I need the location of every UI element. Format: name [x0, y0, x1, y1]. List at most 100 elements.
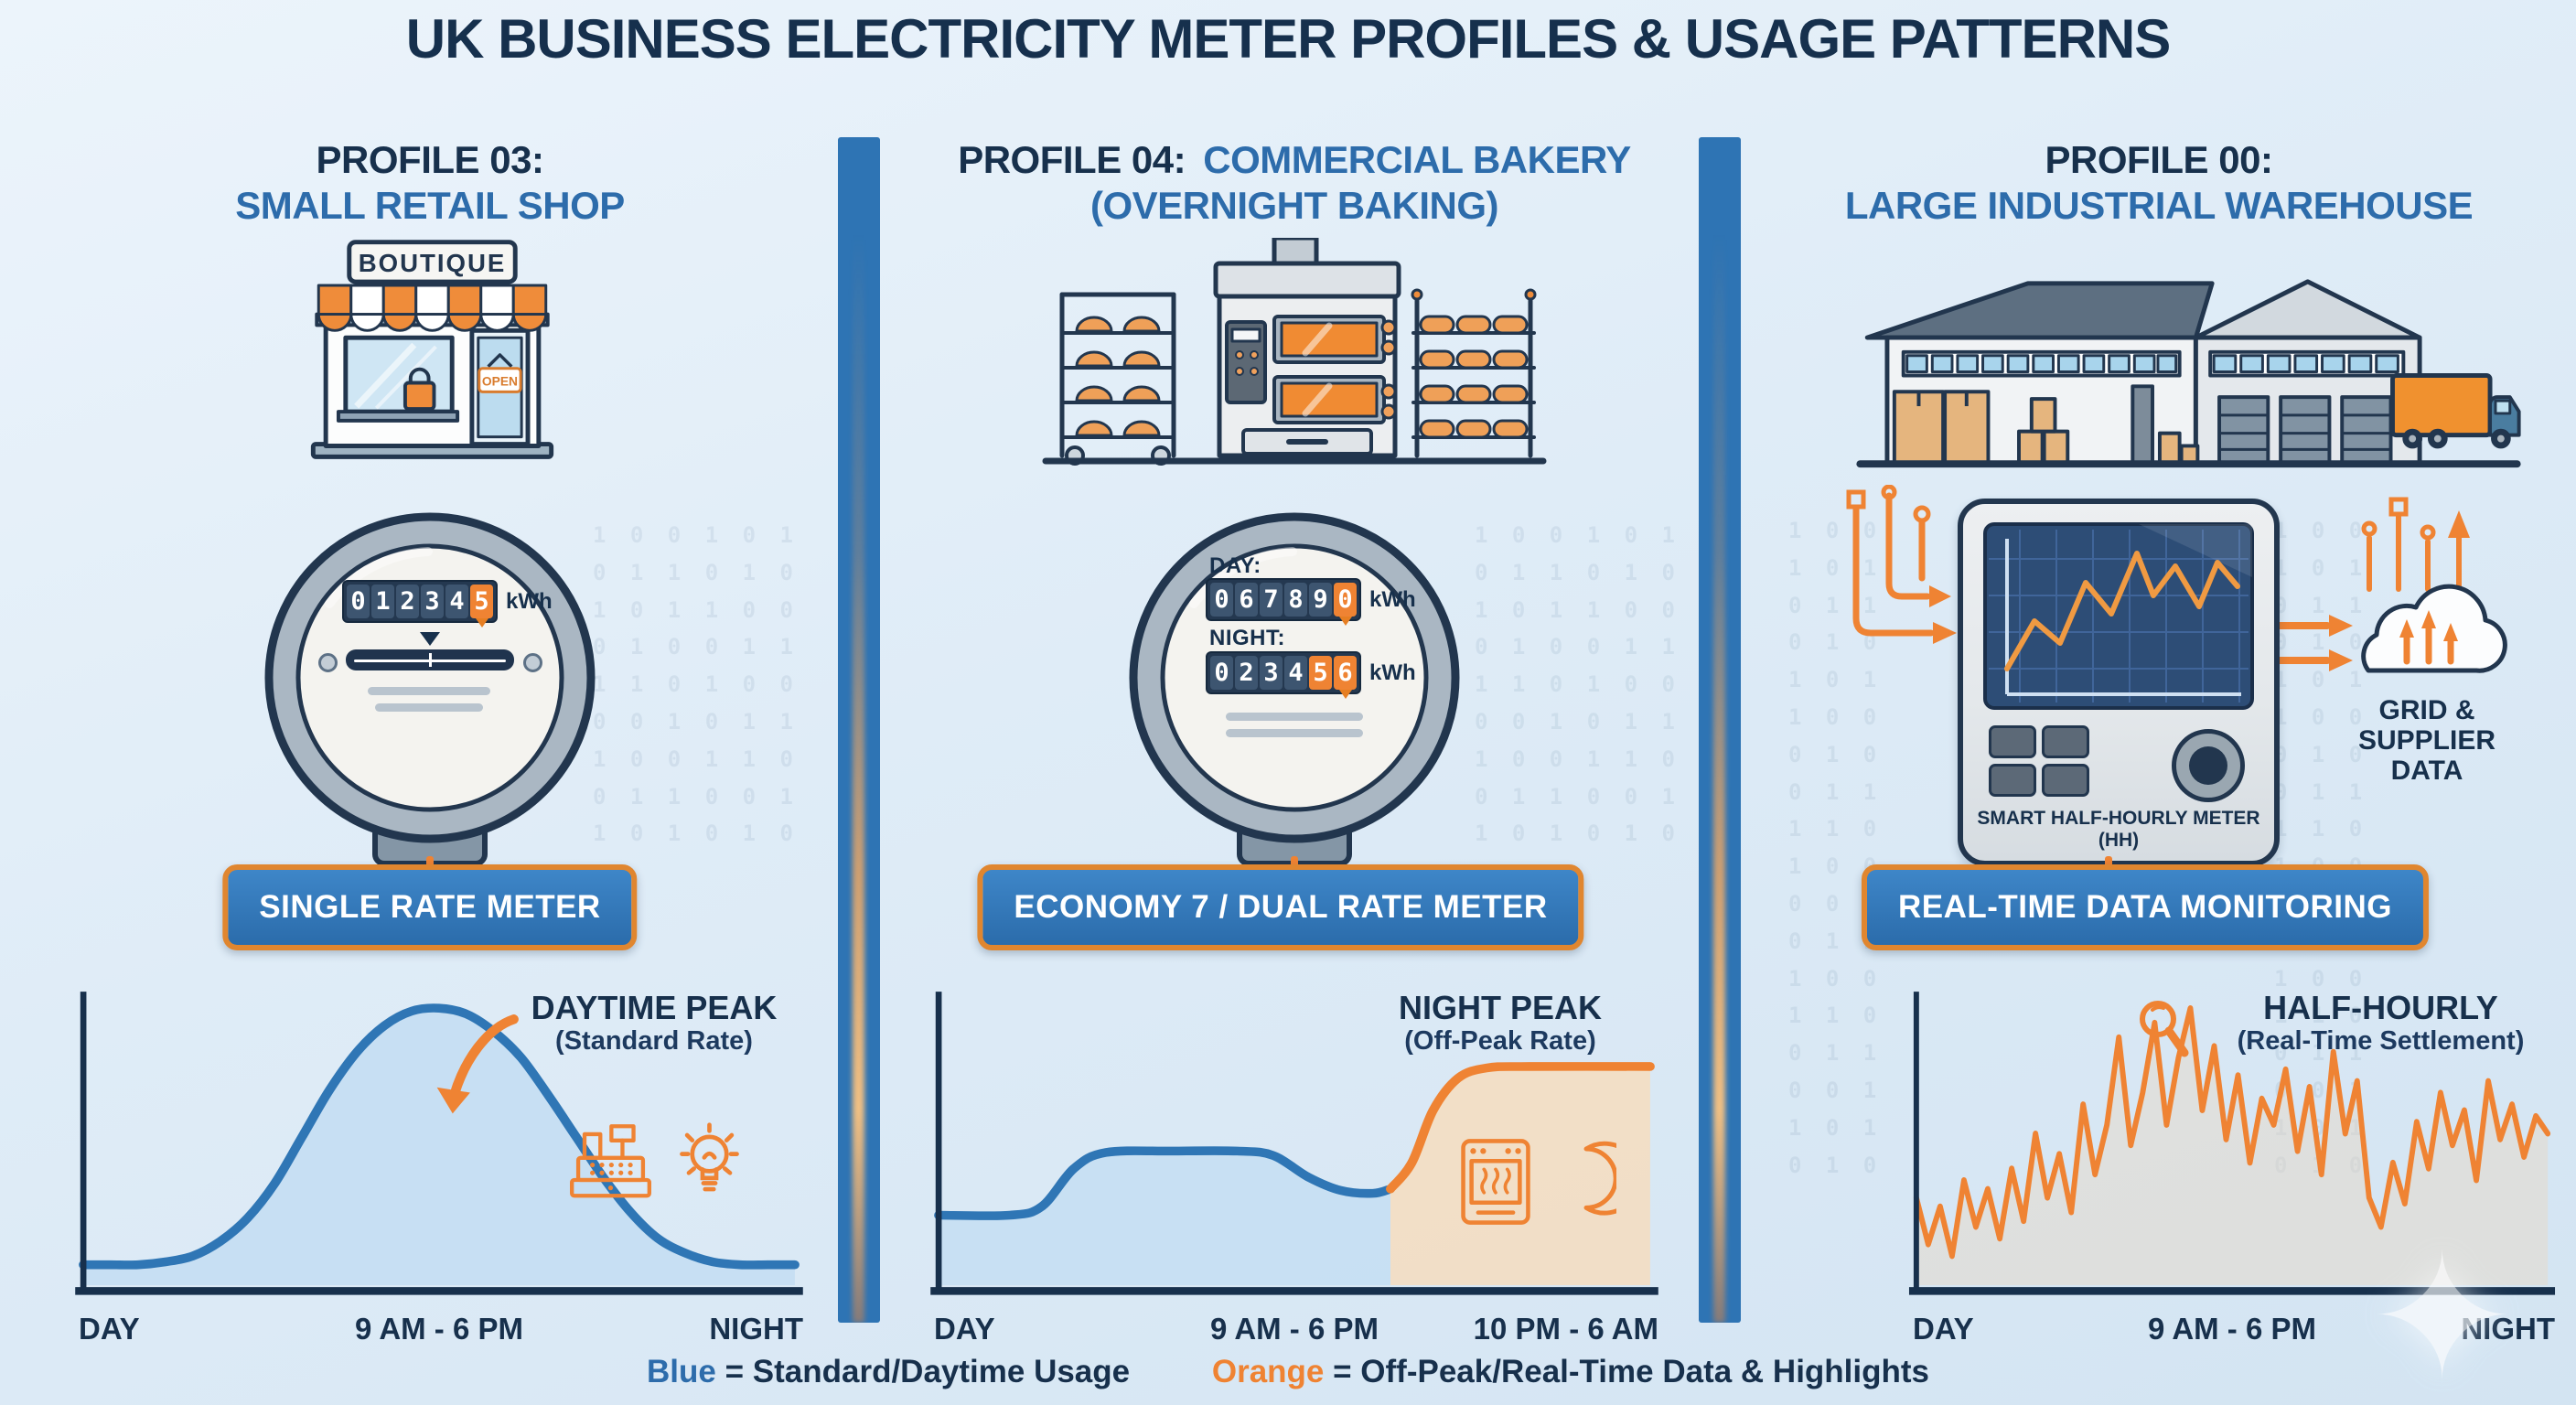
x-label-offpeak: 10 PM - 6 AM	[1473, 1312, 1658, 1346]
heading-rest: COMMERCIAL BAKERY	[1203, 138, 1631, 181]
boutique-storefront-illustration: OPEN BOUTIQUE	[310, 240, 554, 459]
smart-meter-screen	[1983, 522, 2254, 710]
meter-knob	[2172, 729, 2245, 802]
kwh-unit-label: kWh	[1369, 586, 1416, 612]
chart-area	[1908, 992, 2556, 1295]
peak-arrow-icon	[436, 1014, 519, 1114]
chart-annotation: NIGHT PEAK (Off-Peak Rate)	[1349, 989, 1651, 1056]
meter-digit: 4	[1284, 656, 1307, 690]
meter-digit: 1	[371, 585, 394, 618]
chart-area	[75, 992, 803, 1295]
x-label-daytime: 9 AM - 6 PM	[2148, 1312, 2316, 1346]
kwh-unit-label: kWh	[506, 588, 553, 614]
x-label-day: DAY	[79, 1312, 140, 1346]
meter-spinning-disc	[346, 649, 514, 670]
data-circuit-left-icon	[1846, 485, 1957, 644]
meter-digit: 8	[1284, 583, 1307, 617]
data-flow-arrows-icon	[2272, 615, 2353, 671]
annotation-subtitle: (Off-Peak Rate)	[1404, 1026, 1596, 1056]
annotation-subtitle: (Real-Time Settlement)	[2237, 1026, 2525, 1056]
x-axis-labels: DAY 9 AM - 6 PM 10 PM - 6 AM	[928, 1312, 1660, 1348]
heading-prefix: PROFILE 03:	[316, 138, 544, 181]
meter-button	[1989, 764, 2036, 797]
profile-04-heading: PROFILE 04: COMMERCIAL BAKERY (OVERNIGHT…	[915, 137, 1674, 228]
daytime-peak-chart: DAYTIME PEAK (Standard Rate)	[73, 989, 805, 1356]
meter-detail-line	[1226, 729, 1363, 737]
cloud-upload-icon	[2361, 584, 2507, 673]
meter-digit: 9	[1309, 583, 1332, 617]
legend-orange-word: Orange	[1211, 1354, 1325, 1389]
heading-line2: (OVERNIGHT BAKING)	[1090, 183, 1499, 227]
kwh-unit-label: kWh	[1369, 660, 1416, 685]
single-rate-meter-badge: SINGLE RATE METER	[222, 864, 638, 950]
profile-00-heading: PROFILE 00: LARGE INDUSTRIAL WAREHOUSE	[1770, 137, 2548, 228]
cash-register-icon	[570, 1124, 651, 1198]
meter-detail-line	[375, 703, 483, 712]
x-label-night: NIGHT	[709, 1312, 803, 1346]
meter-digit: 0	[347, 585, 370, 618]
profile-03-heading: PROFILE 03: SMALL RETAIL SHOP	[55, 137, 805, 228]
annotation-title: DAYTIME PEAK	[531, 989, 778, 1026]
meter-digit: 2	[396, 585, 419, 618]
real-time-monitoring-badge: REAL-TIME DATA MONITORING	[1861, 864, 2430, 950]
meter-side-dot	[523, 653, 542, 672]
legend-orange-text: = Off-Peak/Real-Time Data & Highlights	[1333, 1354, 1929, 1389]
meter-digit: 7	[1260, 583, 1283, 617]
chart-annotation: DAYTIME PEAK (Standard Rate)	[503, 989, 805, 1056]
chart-annotation: HALF-HOURLY (Real-Time Settlement)	[2209, 989, 2552, 1056]
boutique-sign-text: BOUTIQUE	[359, 249, 507, 277]
meter-button	[2042, 725, 2089, 758]
meter-button	[1989, 725, 2036, 758]
annotation-title: NIGHT PEAK	[1398, 989, 1602, 1026]
color-legend: Blue = Standard/Daytime Usage Orange = O…	[0, 1354, 2576, 1390]
x-label-night: NIGHT	[2461, 1312, 2555, 1346]
column-divider	[838, 137, 880, 1323]
meter-digit: 3	[1260, 656, 1283, 690]
legend-blue-word: Blue	[647, 1354, 716, 1389]
meter-badge-connector	[2105, 856, 2112, 869]
heading-prefix: PROFILE 04:	[958, 138, 1186, 181]
page-title: UK BUSINESS ELECTRICITY METER PROFILES &…	[405, 8, 2172, 70]
x-label-day: DAY	[1913, 1312, 1974, 1346]
crescent-moon-icon	[1583, 1141, 1616, 1216]
grid-supplier-data-label: GRID & SUPPLIER DATA	[2357, 695, 2496, 786]
meter-digit: 3	[421, 585, 444, 618]
meter-button	[2042, 764, 2089, 797]
x-label-daytime: 9 AM - 6 PM	[1210, 1312, 1379, 1346]
x-label-daytime: 9 AM - 6 PM	[355, 1312, 523, 1346]
smart-meter-label: SMART HALF-HOURLY METER (HH)	[1977, 808, 2260, 852]
half-hourly-chart: HALF-HOURLY (Real-Time Settlement) DAY 9…	[1907, 989, 2557, 1356]
light-bulb-icon	[680, 1122, 739, 1192]
watermark-sparkle: ✦	[2369, 1217, 2516, 1405]
column-divider	[1699, 137, 1741, 1323]
meter-detail-line	[368, 687, 490, 695]
binary-pattern-texture: 1 0 0 1 0 1 0 1 1 0 1 0 1 0 1 1 0 0 0 1 …	[593, 522, 799, 847]
annotation-title: HALF-HOURLY	[2263, 989, 2498, 1026]
x-axis-labels: DAY 9 AM - 6 PM NIGHT	[73, 1312, 805, 1348]
meter-digit: 0	[1210, 583, 1233, 617]
single-rate-meter-illustration	[264, 512, 596, 866]
meter-digit: 0	[1334, 583, 1357, 617]
meter-digit: 4	[445, 585, 468, 618]
x-axis-labels: DAY 9 AM - 6 PM NIGHT	[1907, 1312, 2557, 1348]
meter-side-dot	[318, 653, 338, 672]
meter-digit: 5	[1309, 656, 1332, 690]
commercial-bakery-illustration	[1042, 238, 1547, 466]
meter-pointer-icon	[420, 632, 440, 656]
meter-digit: 6	[1334, 656, 1357, 690]
heading-line2: SMALL RETAIL SHOP	[235, 183, 625, 227]
meter-digit: 6	[1235, 583, 1258, 617]
legend-blue-text: = Standard/Daytime Usage	[724, 1354, 1131, 1389]
meter-digit: 0	[1210, 656, 1233, 690]
magnifier-icon	[2140, 1001, 2189, 1057]
meter-digit: 2	[1235, 656, 1258, 690]
chart-area	[930, 992, 1658, 1295]
meter-badge-connector	[426, 856, 434, 869]
meter-detail-line	[1226, 713, 1363, 721]
